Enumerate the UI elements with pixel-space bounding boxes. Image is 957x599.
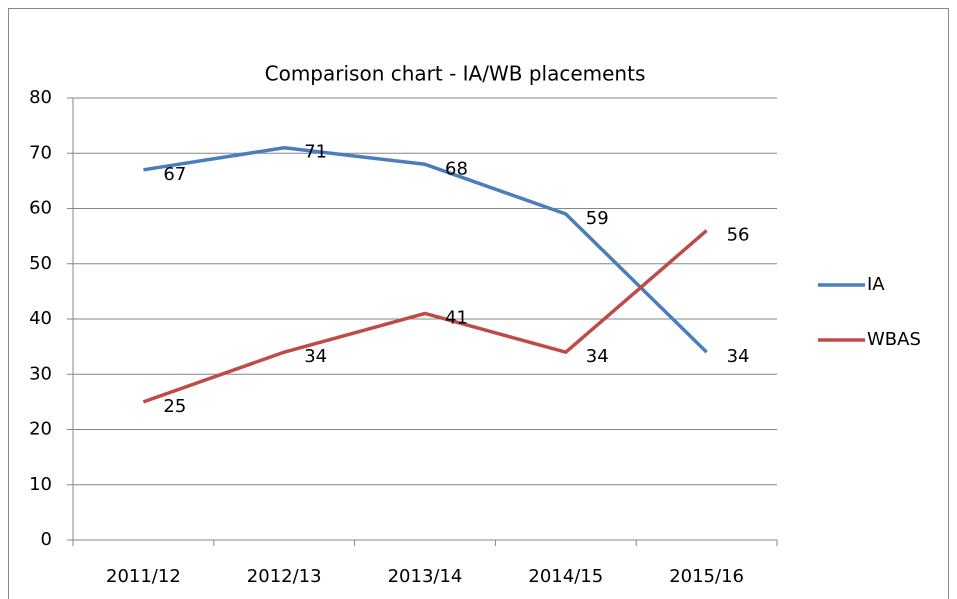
- chart-frame: [8, 8, 949, 599]
- legend-label: WBAS: [867, 329, 921, 350]
- y-tick-label: 0: [41, 529, 52, 550]
- series-line: [142, 229, 708, 404]
- y-tick-label: 10: [29, 474, 52, 495]
- data-label: 41: [445, 307, 468, 328]
- x-tick-label: 2012/13: [247, 566, 322, 587]
- data-label: 68: [445, 158, 468, 179]
- y-tick-label: 70: [29, 142, 52, 163]
- series-line: [143, 145, 708, 354]
- data-label: 34: [304, 346, 327, 367]
- data-label: 34: [586, 346, 609, 367]
- x-tick-label: 2015/16: [669, 566, 744, 587]
- legend-label: IA: [867, 274, 885, 295]
- data-label: 59: [586, 208, 609, 229]
- y-tick-label: 40: [29, 308, 52, 329]
- data-label: 71: [304, 142, 327, 163]
- y-tick-label: 20: [29, 419, 52, 440]
- y-tick-label: 50: [29, 253, 52, 274]
- x-tick-label: 2011/12: [106, 566, 181, 587]
- y-tick-label: 80: [29, 87, 52, 108]
- data-label: 34: [727, 346, 750, 367]
- y-tick-label: 60: [29, 198, 52, 219]
- data-label: 25: [163, 396, 186, 417]
- data-label: 56: [727, 225, 750, 246]
- data-label: 67: [163, 164, 186, 185]
- x-tick-label: 2014/15: [528, 566, 603, 587]
- chart-title: Comparison chart - IA/WB placements: [265, 62, 646, 86]
- y-tick-label: 30: [29, 363, 52, 384]
- x-tick-label: 2013/14: [388, 566, 463, 587]
